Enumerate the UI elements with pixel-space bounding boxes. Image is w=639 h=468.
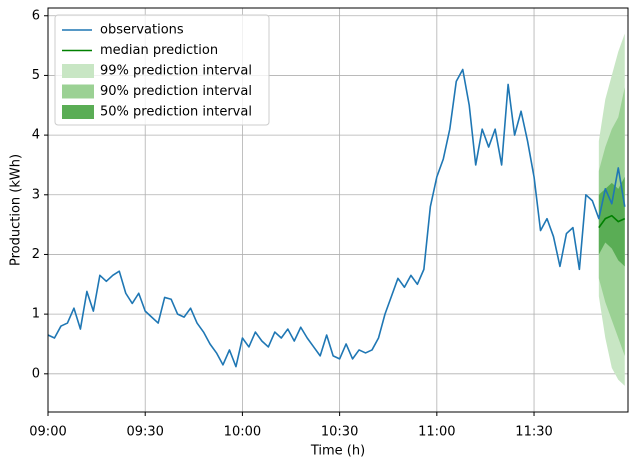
y-tick-label: 5	[32, 68, 40, 83]
legend-box	[54, 14, 270, 126]
y-tick-label: 6	[32, 8, 40, 23]
y-tick-label: 1	[32, 307, 40, 322]
legend-label: median prediction	[100, 43, 218, 58]
x-tick-label: 10:30	[321, 425, 358, 440]
x-tick-label: 09:00	[29, 425, 66, 440]
legend-label: observations	[100, 23, 184, 38]
legend-label: 99% prediction interval	[100, 64, 252, 79]
legend-label: 90% prediction interval	[100, 84, 252, 99]
y-axis-label: Production (kWh)	[9, 154, 24, 266]
legend-patch	[62, 84, 94, 99]
x-tick-label: 11:00	[418, 425, 455, 440]
y-tick-label: 4	[32, 128, 40, 143]
legend-patch	[62, 105, 94, 119]
legend-label: 50% prediction interval	[100, 105, 252, 120]
y-tick-label: 0	[32, 366, 40, 381]
legend: observations median prediction 99% predict…	[54, 14, 270, 126]
series-line	[47, 68, 626, 368]
series-line	[598, 214, 626, 229]
x-tick-label: 11:30	[515, 425, 552, 440]
plot-frame	[47, 7, 629, 413]
x-tick-label: 09:30	[126, 425, 163, 440]
legend-patch	[62, 64, 94, 78]
prediction-band	[598, 176, 625, 267]
x-tick-label: 10:00	[224, 425, 261, 440]
y-tick-label: 3	[32, 187, 40, 202]
x-axis-label: Time (h)	[310, 444, 365, 459]
y-tick-label: 2	[32, 247, 40, 262]
